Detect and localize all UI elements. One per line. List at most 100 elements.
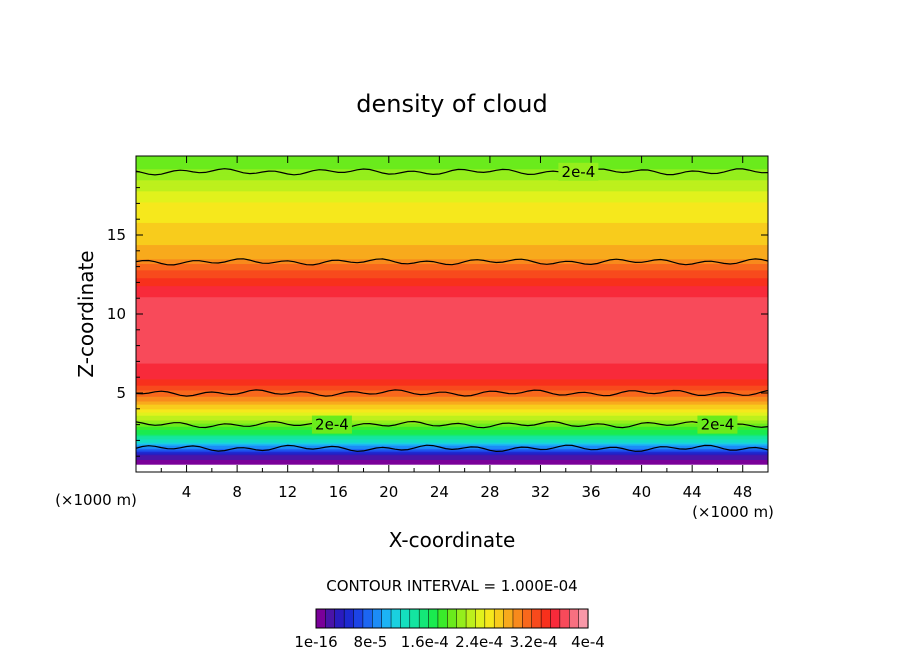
contour-band xyxy=(136,413,768,416)
contour-band xyxy=(136,370,768,374)
colorbar-swatch xyxy=(512,608,523,629)
contour-label: 2e-4 xyxy=(562,163,596,181)
contour-band xyxy=(136,314,768,317)
contour-interval-label: CONTOUR INTERVAL = 1.000E-04 xyxy=(326,577,577,595)
contour-band xyxy=(136,163,768,167)
contour-band xyxy=(136,306,768,309)
contour-band xyxy=(136,348,768,351)
contour-band xyxy=(136,351,768,355)
colorbar-tick-label: 4e-4 xyxy=(571,633,605,651)
contour-band xyxy=(136,272,768,276)
contour-band xyxy=(136,374,768,377)
contour-band xyxy=(136,156,768,159)
contour-band xyxy=(136,190,768,193)
colorbar-swatch xyxy=(428,608,439,629)
contour-band xyxy=(136,304,768,307)
x-tick-label: 20 xyxy=(379,483,398,501)
filled-contours xyxy=(136,156,768,472)
contour-band xyxy=(136,421,768,424)
contour-band xyxy=(136,342,768,345)
contour-band xyxy=(136,361,768,364)
y-tick-label: 15 xyxy=(107,226,126,244)
contour-band xyxy=(136,411,768,415)
colorbar-swatch xyxy=(418,608,430,629)
contour-band xyxy=(136,227,768,230)
colorbar-swatch xyxy=(447,608,458,629)
colorbar-swatch xyxy=(465,608,476,629)
contour-band xyxy=(136,454,768,457)
contour-band xyxy=(136,302,768,306)
contour-band xyxy=(136,309,768,312)
contour-band xyxy=(136,236,768,239)
colorbar-swatch xyxy=(325,608,336,629)
contour-band xyxy=(136,184,768,187)
contour-band xyxy=(136,323,768,326)
x-axis-ticks: 4 8 12 16 20 24 28 32 36 40 44 48 xyxy=(160,156,752,501)
contour-band xyxy=(136,353,768,356)
contour-band xyxy=(136,381,768,385)
contour-band xyxy=(136,260,768,263)
contour-line xyxy=(136,168,768,176)
contour-band xyxy=(136,307,768,310)
contour-band xyxy=(136,336,768,339)
contour-band xyxy=(136,325,768,328)
colorbar-swatch xyxy=(568,608,580,629)
contour-band xyxy=(136,362,768,366)
colorbar-swatch xyxy=(484,608,495,629)
colorbar-swatch xyxy=(475,608,486,629)
x-tick-label: 4 xyxy=(182,483,192,501)
x-tick-label: 28 xyxy=(480,483,499,501)
contour-band xyxy=(136,358,768,361)
contour-band xyxy=(136,350,768,353)
contour-band xyxy=(136,162,768,165)
colorbar-swatch xyxy=(540,608,552,629)
contour-band xyxy=(136,293,768,296)
contour-band xyxy=(136,416,768,419)
contour-labels: 2e-4 2e-4 2e-4 xyxy=(311,162,738,434)
colorbar-swatch xyxy=(334,608,345,629)
contour-band xyxy=(136,375,768,378)
contour-band xyxy=(136,222,768,225)
contour-band xyxy=(136,244,768,247)
colorbar-swatch xyxy=(372,608,383,629)
contour-band xyxy=(136,364,768,367)
contour-band xyxy=(136,283,768,287)
contour-band xyxy=(136,389,768,393)
contour-band xyxy=(136,230,768,233)
colorbar-tick-label: 1.6e-4 xyxy=(401,633,449,651)
contour-band xyxy=(136,174,768,178)
colorbar-swatch xyxy=(503,608,514,629)
contour-band xyxy=(136,160,768,163)
colorbar-swatch xyxy=(315,608,326,629)
contour-band xyxy=(136,168,768,171)
contour-band xyxy=(136,326,768,329)
contour-band xyxy=(136,328,768,331)
contour-band xyxy=(136,253,768,257)
colorbar-swatch xyxy=(400,608,411,629)
colorbar-frame xyxy=(315,608,589,629)
x-tick-label: 24 xyxy=(430,483,449,501)
contour-band xyxy=(136,407,768,410)
contour-band xyxy=(136,310,768,314)
contour-band xyxy=(136,242,768,246)
colorbar-tick-label: 1e-16 xyxy=(294,633,337,651)
contour-band xyxy=(136,345,768,348)
contour-band xyxy=(136,380,768,383)
contour-band xyxy=(136,337,768,340)
contour-band xyxy=(136,430,768,434)
y-axis-label: Z-coordinate xyxy=(74,250,98,377)
contour-band xyxy=(136,208,768,211)
contour-band xyxy=(136,301,768,304)
colorbar-swatch xyxy=(353,608,364,629)
x-unit-left: (×1000 m) xyxy=(55,491,137,509)
contour-band xyxy=(136,176,768,179)
contour-line xyxy=(136,420,768,429)
contour-band xyxy=(136,266,768,269)
contour-band xyxy=(136,318,768,321)
contour-band xyxy=(136,195,768,198)
contour-band xyxy=(136,173,768,176)
contour-band xyxy=(136,214,768,217)
colorbar xyxy=(315,608,589,629)
contour-band xyxy=(136,334,768,337)
